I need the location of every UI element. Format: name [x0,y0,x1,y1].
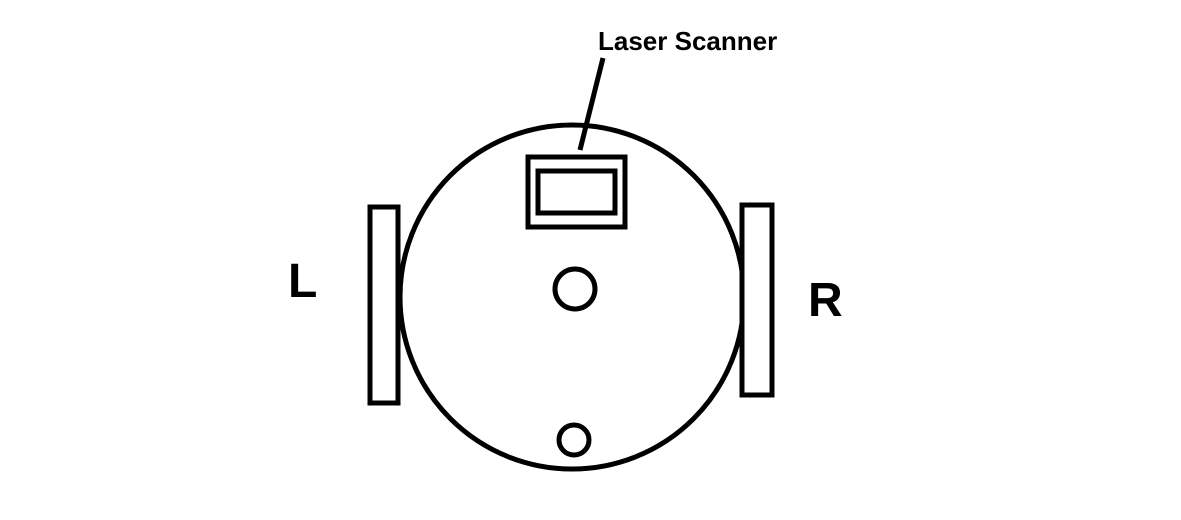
center-hole [552,266,598,312]
left-wheel-label: L [288,255,317,308]
laser-scanner-leader-line [577,57,606,151]
right-wheel-label: R [808,274,843,327]
right-wheel [739,202,775,398]
left-wheel [367,204,401,406]
caster-wheel [556,422,592,458]
laser-scanner-inner [535,168,618,216]
robot-body [397,122,747,472]
laser-scanner-label: Laser Scanner [598,26,777,56]
laser-scanner-outer [525,154,628,230]
